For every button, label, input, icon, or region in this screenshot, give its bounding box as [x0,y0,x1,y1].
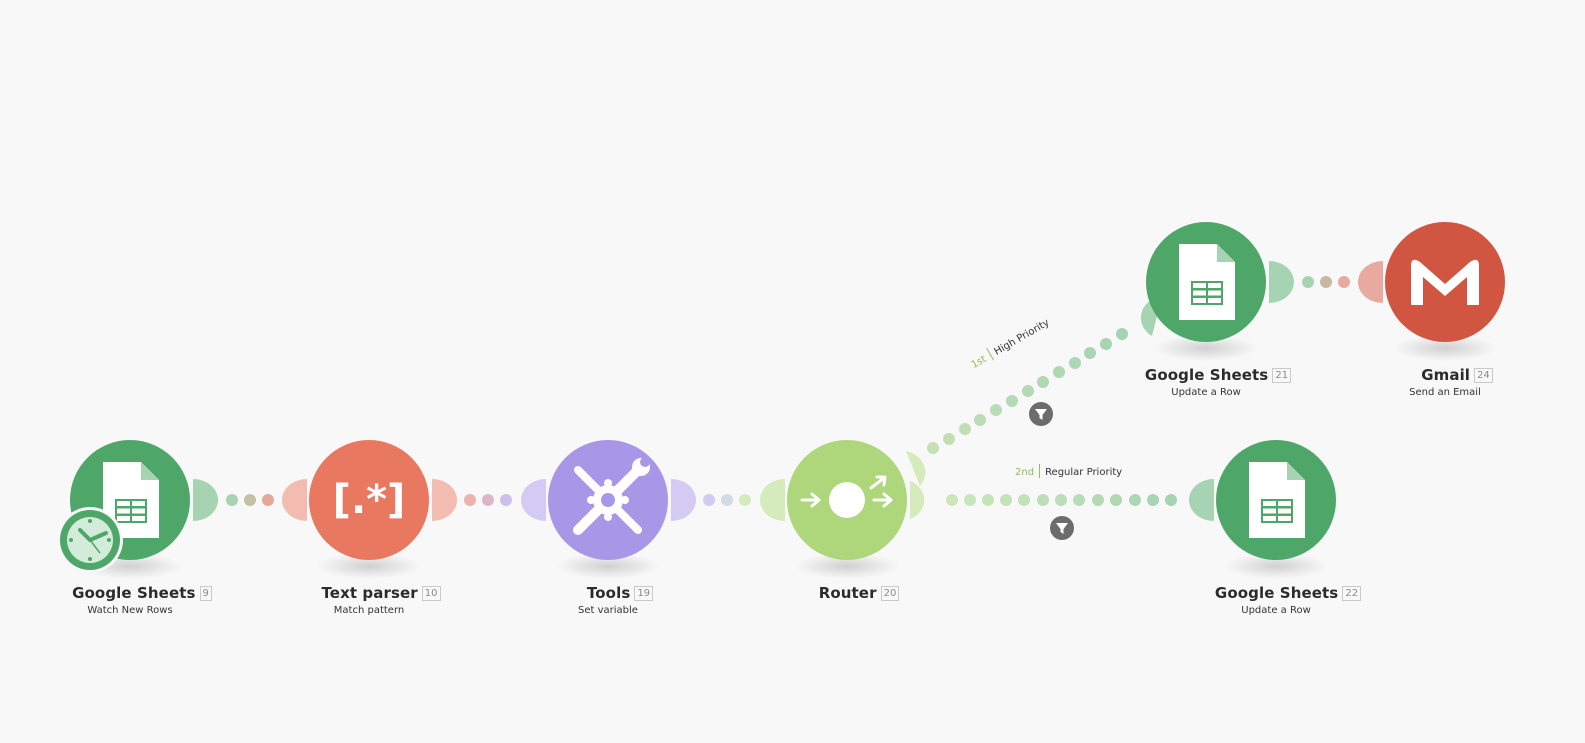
output-handle[interactable] [906,451,926,486]
module-action: Watch New Rows [87,605,173,616]
module-text-parser-10[interactable]: [.*] [282,440,457,579]
module-tools-19[interactable] [521,440,696,579]
route-name: Regular Priority [1045,467,1123,478]
module-title: Router [818,584,877,602]
filter-icon[interactable] [1029,402,1053,426]
connection-9-10[interactable] [226,494,274,506]
module-gmail-24[interactable] [1358,222,1505,361]
output-handle[interactable] [432,479,457,521]
connection-19-20[interactable] [703,494,751,506]
input-handle[interactable] [1358,261,1383,303]
tools-icon [573,457,650,535]
module-router-20[interactable] [760,440,926,579]
module-google-sheets-9[interactable] [57,440,218,579]
module-title: Google Sheets [1214,584,1339,602]
svg-text:[.*]: [.*] [333,477,406,523]
module-google-sheets-22[interactable] [1189,440,1336,579]
module-id-badge: 10 [421,586,441,601]
module-action: Update a Row [1241,605,1311,616]
connection-route-2[interactable] [946,494,1177,506]
input-handle[interactable] [760,479,785,521]
module-google-sheets-21[interactable] [1140,222,1294,361]
google-sheets-icon [1249,462,1305,538]
google-sheets-icon [1179,244,1235,320]
output-handle[interactable] [193,479,218,521]
module-title: Gmail [1421,366,1471,384]
module-id-badge: 19 [634,586,654,601]
output-handle[interactable] [910,481,925,519]
route-order: 2nd [1015,467,1035,478]
connection-21-24[interactable] [1302,276,1350,288]
connection-10-19[interactable] [464,494,512,506]
module-action: Set variable [578,605,638,616]
text-parser-icon: [.*] [333,477,406,523]
module-action: Send an Email [1409,387,1481,398]
output-handle[interactable] [671,479,696,521]
router-icon [800,475,893,518]
google-sheets-icon [103,462,159,538]
module-title: Tools [586,584,631,602]
filter-icon[interactable] [1050,516,1074,540]
gmail-icon [1411,259,1479,305]
module-id-badge: 20 [880,586,900,601]
module-id-badge: 21 [1272,368,1292,383]
module-id-badge: 24 [1474,368,1493,383]
module-id-badge: 9 [199,586,212,601]
input-handle[interactable] [282,479,307,521]
module-title: Text parser [321,584,418,602]
output-handle[interactable] [1269,261,1294,303]
input-handle[interactable] [521,479,546,521]
module-title: Google Sheets [1144,366,1269,384]
module-title: Google Sheets [72,584,196,602]
clock-icon[interactable] [57,507,123,573]
module-id-badge: 22 [1342,586,1362,601]
module-action: Update a Row [1171,387,1241,398]
connection-route-1[interactable] [927,328,1128,454]
module-action: Match pattern [333,605,405,616]
route-label-2[interactable]: 2nd Regular Priority [1015,464,1122,478]
input-handle[interactable] [1189,479,1214,521]
